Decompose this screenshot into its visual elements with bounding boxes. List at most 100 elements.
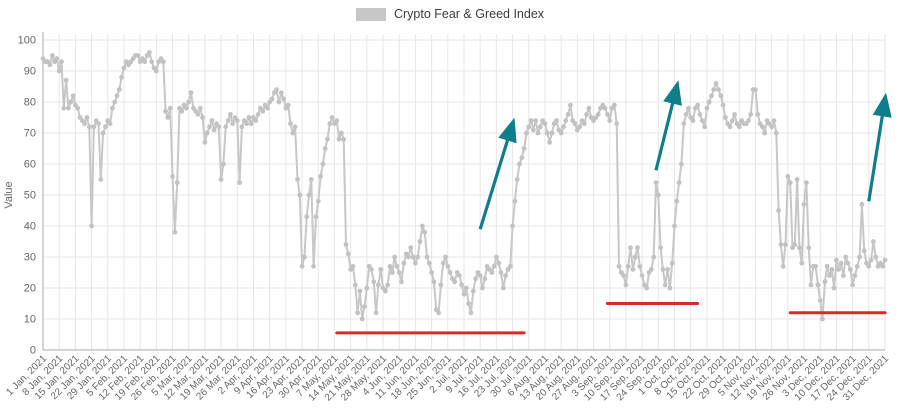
- data-point-marker: [225, 118, 231, 123]
- data-point-marker: [325, 136, 330, 142]
- data-point-marker: [385, 282, 391, 288]
- data-point-marker: [204, 130, 210, 136]
- y-tick-label: 90: [24, 66, 36, 78]
- legend-label: Crypto Fear & Greed Index: [393, 7, 545, 21]
- data-point-marker: [709, 93, 714, 99]
- data-point-marker: [422, 229, 428, 235]
- data-point-marker: [482, 276, 488, 282]
- data-point-marker: [699, 118, 705, 123]
- data-point-marker: [669, 260, 675, 266]
- data-point-marker: [160, 59, 166, 65]
- data-point-marker: [794, 177, 800, 182]
- data-point-marker: [299, 263, 305, 269]
- data-point-marker: [787, 180, 793, 186]
- data-point-marker: [605, 112, 610, 117]
- data-point-marker: [445, 263, 451, 269]
- data-point-marker: [186, 99, 192, 105]
- data-point-marker: [512, 198, 518, 204]
- data-point-marker: [762, 130, 768, 136]
- data-point-marker: [184, 105, 189, 111]
- data-point-marker: [334, 118, 340, 123]
- data-point-marker: [339, 130, 344, 136]
- data-point-marker: [260, 108, 266, 114]
- data-point-marker: [496, 260, 502, 266]
- y-tick-label: 80: [24, 97, 36, 109]
- data-point-marker: [612, 102, 617, 108]
- data-point-marker: [632, 254, 638, 260]
- data-point-marker: [852, 273, 858, 278]
- data-point-marker: [91, 124, 97, 130]
- data-point-marker: [188, 90, 194, 96]
- data-point-marker: [681, 121, 687, 127]
- data-point-marker: [820, 316, 825, 322]
- data-point-marker: [457, 273, 462, 278]
- data-point-marker: [429, 270, 434, 275]
- data-point-marker: [350, 263, 356, 269]
- data-point-marker: [581, 121, 587, 127]
- data-point-marker: [121, 65, 127, 71]
- data-point-marker: [547, 139, 552, 145]
- data-point-marker: [135, 53, 141, 58]
- data-point-marker: [392, 254, 397, 260]
- data-point-marker: [799, 260, 805, 266]
- data-point-marker: [561, 124, 566, 130]
- data-point-marker: [452, 279, 458, 285]
- data-point-marker: [783, 242, 788, 248]
- data-point-marker: [112, 99, 118, 105]
- data-point-marker: [644, 285, 650, 291]
- data-point-marker: [537, 124, 543, 130]
- data-point-marker: [614, 121, 620, 127]
- data-point-marker: [595, 112, 601, 117]
- data-point-marker: [292, 124, 298, 130]
- data-point-marker: [406, 254, 411, 260]
- data-point-marker: [415, 254, 421, 260]
- data-point-marker: [718, 93, 724, 99]
- data-point-marker: [711, 87, 717, 92]
- legend-item[interactable]: Crypto Fear & Greed Index: [0, 7, 900, 21]
- data-point-marker: [86, 124, 92, 130]
- data-point-marker: [447, 270, 453, 275]
- data-point-marker: [748, 112, 754, 117]
- data-point-marker: [526, 124, 532, 130]
- data-point-marker: [494, 254, 499, 260]
- data-point-marker: [420, 223, 425, 229]
- data-point-marker: [82, 121, 87, 127]
- data-point-marker: [304, 214, 310, 220]
- data-point-marker: [621, 273, 626, 278]
- data-point-marker: [847, 267, 853, 272]
- data-point-marker: [110, 105, 115, 111]
- data-point-marker: [265, 105, 270, 111]
- data-point-marker: [558, 130, 564, 136]
- data-point-marker: [824, 263, 830, 269]
- data-point-marker: [440, 260, 446, 266]
- data-point-marker: [389, 270, 395, 275]
- data-point-marker: [103, 124, 108, 130]
- data-point-marker: [857, 254, 862, 260]
- data-point-marker: [665, 267, 670, 272]
- data-point-marker: [84, 115, 90, 120]
- data-point-marker: [399, 279, 404, 285]
- data-point-marker: [723, 115, 728, 120]
- data-point-marker: [197, 105, 203, 111]
- data-point-marker: [364, 285, 370, 291]
- data-point-marker: [544, 130, 550, 136]
- data-point-marker: [817, 298, 823, 303]
- data-point-marker: [827, 273, 832, 278]
- data-point-marker: [355, 310, 360, 316]
- data-point-marker: [776, 208, 781, 213]
- data-point-marker: [727, 124, 733, 130]
- trend-arrow-annotation: [654, 80, 682, 171]
- data-point-marker: [200, 115, 206, 120]
- data-point-marker: [473, 276, 478, 282]
- data-point-marker: [308, 177, 314, 182]
- data-point-marker: [542, 121, 548, 127]
- data-point-marker: [753, 87, 758, 92]
- data-point-marker: [417, 239, 423, 244]
- data-point-marker: [174, 180, 180, 186]
- data-point-marker: [607, 118, 613, 123]
- data-point-marker: [630, 267, 636, 272]
- data-point-marker: [114, 93, 120, 99]
- data-point-marker: [359, 316, 365, 322]
